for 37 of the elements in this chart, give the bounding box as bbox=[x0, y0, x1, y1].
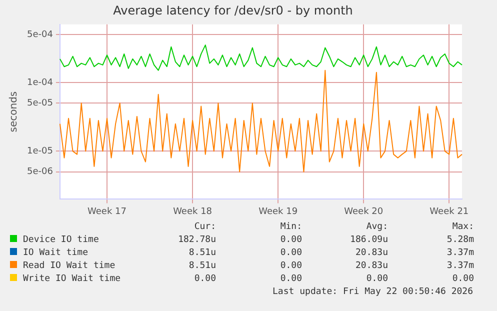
text: 3.37m bbox=[446, 247, 474, 260]
text: 0.00 bbox=[193, 273, 216, 286]
text: Min: bbox=[279, 221, 302, 234]
text: 0.00 bbox=[279, 247, 302, 260]
x-tick-label: Week 21 bbox=[430, 206, 469, 217]
text: 186.09u bbox=[349, 234, 388, 247]
y-axis-title: seconds bbox=[8, 91, 20, 132]
x-tick-label: Week 18 bbox=[173, 206, 212, 217]
text: 3.37m bbox=[446, 260, 474, 273]
chart-title: Average latency for /dev/sr0 - by month bbox=[113, 3, 353, 18]
text: Cur: bbox=[193, 221, 216, 234]
text: 182.78u bbox=[177, 234, 216, 247]
text: 0.00 bbox=[279, 260, 302, 273]
text: 8.51u bbox=[188, 260, 216, 273]
text: Avg: bbox=[365, 221, 388, 234]
y-tick-label: 5e-05 bbox=[26, 98, 53, 108]
text: 20.83u bbox=[354, 260, 388, 273]
text: 0.00 bbox=[279, 273, 302, 286]
text: Last update: Fri May 22 00:50:46 2026 bbox=[272, 287, 473, 298]
y-tick-label: 1e-04 bbox=[26, 78, 54, 88]
text: Max: bbox=[451, 221, 474, 234]
text: 0.00 bbox=[279, 234, 302, 247]
text: 8.51u bbox=[188, 247, 216, 260]
text: 0.00 bbox=[365, 273, 388, 286]
text: 5.28m bbox=[446, 234, 474, 247]
legend-label: Read IO Wait time bbox=[22, 260, 116, 273]
x-tick-label: Week 19 bbox=[258, 206, 298, 217]
legend-label: Device IO time bbox=[22, 234, 100, 247]
y-tick-label: 1e-05 bbox=[26, 146, 53, 157]
x-tick-label: Week 17 bbox=[88, 206, 126, 217]
legend-label: IO Wait time bbox=[22, 247, 90, 260]
text: 0.00 bbox=[451, 273, 474, 286]
text: 20.83u bbox=[354, 247, 388, 260]
legend-label: Write IO Wait time bbox=[22, 273, 122, 286]
x-tick-label: Week 20 bbox=[344, 206, 384, 217]
y-tick-label: 5e-04 bbox=[26, 30, 54, 40]
y-tick-label: 5e-06 bbox=[26, 167, 54, 178]
